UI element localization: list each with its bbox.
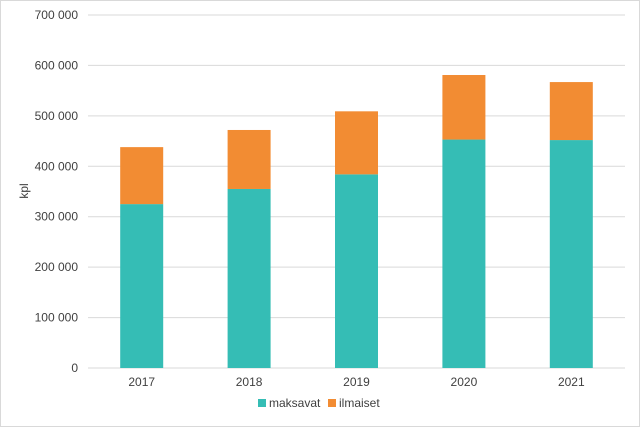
bar-ilmaiset-2017: [120, 147, 164, 205]
bar-maksavat-2021: [549, 140, 593, 368]
legend-label-ilmaiset: ilmaiset: [339, 396, 380, 410]
y-axis-label: kpl: [17, 183, 31, 198]
x-tick-label: 2017: [128, 375, 155, 389]
y-tick-label: 500 000: [35, 109, 79, 123]
x-tick-label: 2019: [343, 375, 370, 389]
bar-ilmaiset-2019: [335, 111, 378, 175]
bar-ilmaiset-2021: [549, 82, 593, 141]
bar-ilmaiset-2020: [442, 75, 486, 140]
y-tick-label: 400 000: [35, 159, 79, 173]
y-tick-label: 300 000: [35, 210, 79, 224]
x-tick-label: 2018: [236, 375, 263, 389]
bar-maksavat-2018: [227, 188, 271, 368]
bar-maksavat-2020: [442, 139, 486, 368]
y-tick-label: 100 000: [35, 311, 79, 325]
y-tick-label: 0: [71, 361, 78, 375]
x-tick-label: 2020: [451, 375, 478, 389]
bar-ilmaiset-2018: [227, 129, 271, 189]
y-tick-label: 700 000: [35, 8, 79, 22]
bar-maksavat-2019: [335, 174, 378, 368]
legend: maksavat ilmaiset: [258, 396, 380, 410]
x-tick-labels: 2017 2018 2019 2020 2021: [128, 375, 585, 389]
bar-maksavat-2017: [120, 204, 164, 368]
y-tick-labels: 0 100 000 200 000 300 000 400 000 500 000 600 …: [35, 8, 79, 375]
x-tick-label: 2021: [558, 375, 585, 389]
legend-swatch-ilmaiset: [328, 399, 336, 407]
y-tick-label: 200 000: [35, 260, 79, 274]
legend-swatch-maksavat: [258, 399, 266, 407]
legend-label-maksavat: maksavat: [269, 396, 321, 410]
y-tick-label: 600 000: [35, 58, 79, 72]
bars: [120, 75, 593, 368]
